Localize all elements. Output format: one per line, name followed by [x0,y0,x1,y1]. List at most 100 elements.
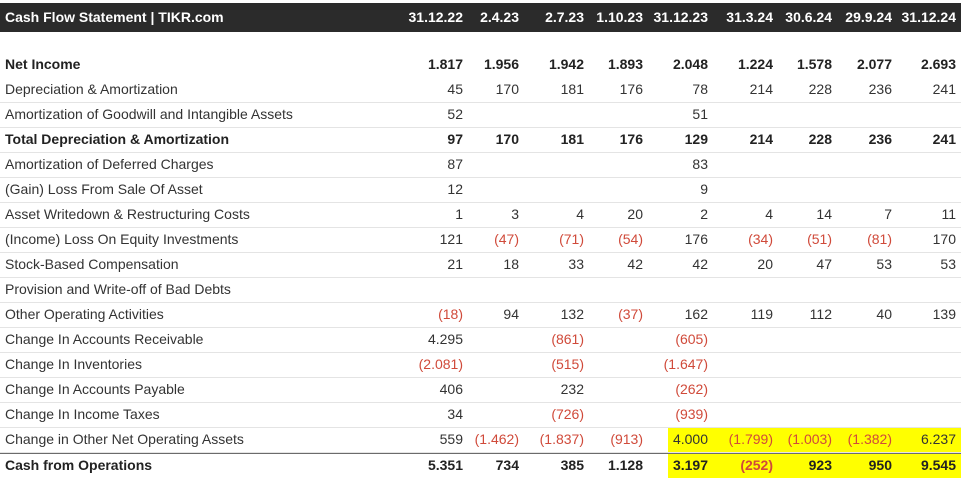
table-cell: 176 [684,231,708,247]
table-row: Total Depreciation & Amortization 97 170 18… [0,128,961,153]
table-row: Cash from Operations 5.351 734 385 1.128 3.19… [0,454,961,478]
row-divider [0,252,961,253]
table-cell: 97 [447,131,463,147]
table-cell: 42 [627,256,643,272]
table-cell: (37) [618,306,643,322]
row-divider [0,177,961,178]
table-cell: (515) [551,356,584,372]
table-row: (Income) Loss On Equity Investments 121 (4… [0,228,961,253]
row-label: Change in Other Net Operating Assets [5,431,244,447]
table-cell: 1.224 [737,56,773,72]
table-cell: 18 [503,256,519,272]
table-cell: 51 [692,106,708,122]
table-cell: 87 [447,156,463,172]
table-cell: (861) [551,331,584,347]
table-cell: (262) [675,381,708,397]
table-cell: 241 [932,131,956,147]
table-cell: 385 [560,457,584,473]
table-cell: 228 [808,81,832,97]
table-cell: 121 [439,231,463,247]
table-row: Change In Inventories (2.081) (515) (1.647) [0,353,961,378]
row-divider [0,302,961,303]
table-cell: (54) [618,231,643,247]
table-row: Depreciation & Amortization 45 170 181 176 78… [0,78,961,103]
table-row: Change in Other Net Operating Assets 559 (… [0,428,961,453]
table-cell: 78 [692,81,708,97]
table-row: Change In Accounts Payable 406 232 (262) [0,378,961,403]
column-header: 29.9.24 [845,9,892,25]
row-divider [0,427,961,428]
table-cell: 176 [619,81,643,97]
table-cell: 12 [447,181,463,197]
table-cell: 406 [439,381,463,397]
table-cell: 1.578 [796,56,832,72]
row-divider [0,102,961,103]
table-cell: (18) [438,306,463,322]
table-cell: 214 [749,81,773,97]
row-label: Stock-Based Compensation [5,256,179,272]
table-row: Provision and Write-off of Bad Debts [0,278,961,303]
table-cell: 47 [816,256,832,272]
table-cell: 1.956 [483,56,519,72]
table-cell: 214 [749,131,773,147]
row-label: Change In Inventories [5,356,142,372]
row-divider [0,377,961,378]
row-divider [0,352,961,353]
table-cell: (1.837) [539,431,584,447]
table-cell: 559 [439,431,463,447]
row-label: (Gain) Loss From Sale Of Asset [5,181,203,197]
table-cell: 4 [765,206,773,222]
table-cell: 2.048 [672,56,708,72]
column-header: 31.12.22 [408,9,464,25]
row-label: Total Depreciation & Amortization [5,131,230,147]
table-cell: 1.942 [548,56,584,72]
row-label: (Income) Loss On Equity Investments [5,231,239,247]
table-cell: (913) [610,431,643,447]
row-label: Change In Accounts Receivable [5,331,204,347]
row-label: Depreciation & Amortization [5,81,178,97]
table-cell: 33 [568,256,584,272]
table-cell: 1 [455,206,463,222]
table-row: (Gain) Loss From Sale Of Asset 12 9 [0,178,961,203]
table-cell: 119 [750,306,773,322]
table-cell: 236 [868,131,892,147]
table-cell: 181 [560,81,584,97]
row-label: Change In Income Taxes [5,406,160,422]
table-cell: (939) [675,406,708,422]
table-cell: (47) [494,231,519,247]
column-header: 31.3.24 [726,9,773,25]
table-cell: 170 [495,81,519,97]
table-cell: 112 [809,306,832,322]
row-label: Cash from Operations [5,457,153,473]
table-cell: 9.545 [920,457,956,473]
table-cell: (1.003) [787,431,832,447]
row-divider [0,227,961,228]
row-divider [0,127,961,128]
table-cell: 232 [560,381,584,397]
table-cell: 53 [940,256,956,272]
table-cell: 11 [941,206,956,222]
table-cell: 923 [808,457,832,473]
table-cell: 4 [576,206,584,222]
table-row: Net Income 1.817 1.956 1.942 1.893 2.048 1.224… [0,53,961,78]
table-cell: (2.081) [418,356,463,372]
table-cell: (1.799) [728,431,773,447]
column-header: 2.7.23 [545,9,584,25]
table-row: Stock-Based Compensation 21 18 33 42 42 20 47 53… [0,253,961,278]
table-cell: 176 [619,131,643,147]
table-cell: 170 [932,231,956,247]
table-cell: 3.197 [672,457,708,473]
table-row: Amortization of Goodwill and Intangible … [0,103,961,128]
table-row: Other Operating Activities (18) 94 132 (37) 1… [0,303,961,328]
table-cell: 21 [447,256,463,272]
table-cell: (726) [551,406,584,422]
row-divider [0,402,961,403]
table-cell: (1.647) [663,356,708,372]
table-cell: 40 [876,306,892,322]
table-cell: 2.077 [856,56,892,72]
table-cell: 950 [868,457,892,473]
column-header: 1.10.23 [596,9,643,25]
table-cell: 241 [932,81,956,97]
total-separator [0,453,961,454]
table-cell: 14 [816,206,832,222]
